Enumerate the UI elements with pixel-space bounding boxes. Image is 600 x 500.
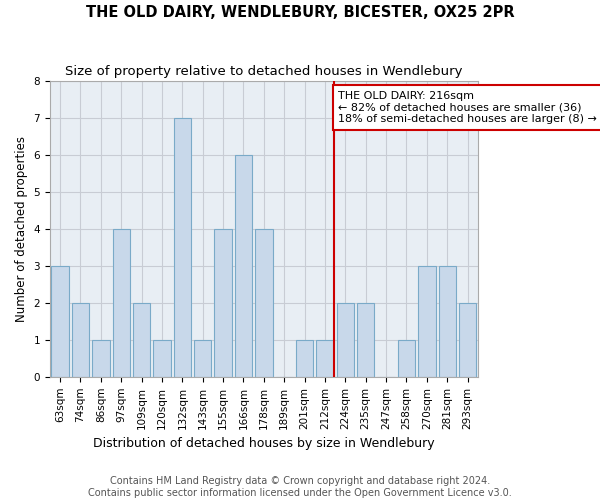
- Bar: [357, 303, 374, 377]
- Bar: [459, 303, 476, 377]
- Text: THE OLD DAIRY, WENDLEBURY, BICESTER, OX25 2PR: THE OLD DAIRY, WENDLEBURY, BICESTER, OX2…: [86, 5, 514, 20]
- Bar: [92, 340, 110, 377]
- Bar: [296, 340, 313, 377]
- Bar: [154, 340, 170, 377]
- Bar: [398, 340, 415, 377]
- Bar: [255, 228, 272, 377]
- Bar: [418, 266, 436, 377]
- Bar: [113, 228, 130, 377]
- Bar: [52, 266, 69, 377]
- Bar: [133, 303, 150, 377]
- Bar: [214, 228, 232, 377]
- Text: THE OLD DAIRY: 216sqm
← 82% of detached houses are smaller (36)
18% of semi-deta: THE OLD DAIRY: 216sqm ← 82% of detached …: [338, 91, 597, 124]
- Bar: [194, 340, 211, 377]
- Bar: [337, 303, 354, 377]
- X-axis label: Distribution of detached houses by size in Wendlebury: Distribution of detached houses by size …: [93, 437, 434, 450]
- Bar: [173, 118, 191, 377]
- Text: Contains HM Land Registry data © Crown copyright and database right 2024.
Contai: Contains HM Land Registry data © Crown c…: [88, 476, 512, 498]
- Bar: [439, 266, 456, 377]
- Title: Size of property relative to detached houses in Wendlebury: Size of property relative to detached ho…: [65, 65, 463, 78]
- Y-axis label: Number of detached properties: Number of detached properties: [15, 136, 28, 322]
- Bar: [235, 154, 252, 377]
- Bar: [316, 340, 334, 377]
- Bar: [72, 303, 89, 377]
